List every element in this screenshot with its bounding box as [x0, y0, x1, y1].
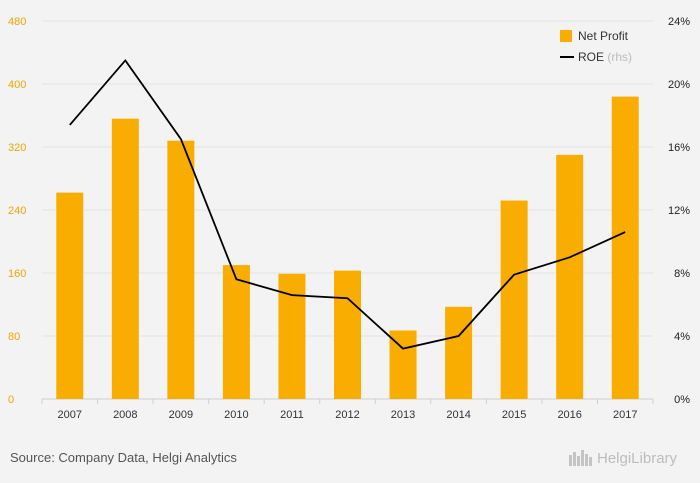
- right-axis-tick-label: 12%: [668, 205, 690, 217]
- legend-label-net-profit: Net Profit: [578, 29, 629, 43]
- x-axis-tick-label: 2010: [224, 409, 248, 421]
- left-axis-tick-label: 480: [8, 16, 26, 28]
- legend-label-roe-name: ROE: [578, 50, 607, 64]
- left-axis-tick-label: 320: [8, 142, 26, 154]
- right-axis-tick-label: 8%: [674, 268, 690, 280]
- right-axis-tick-label: 16%: [668, 142, 690, 154]
- bar-net-profit: [445, 306, 473, 399]
- x-axis-tick-label: 2017: [613, 409, 637, 421]
- helgi-library-logo: HelgiLibrary: [568, 449, 677, 467]
- source-note: Source: Company Data, Helgi Analytics: [10, 450, 237, 465]
- left-axis-tick-label: 0: [8, 394, 14, 406]
- line-roe: [69, 58, 626, 350]
- bar-net-profit: [334, 270, 361, 399]
- x-axis-tick-label: 2012: [335, 409, 359, 421]
- bar-net-profit: [556, 154, 584, 399]
- left-axis-tick-label: 80: [8, 331, 20, 343]
- x-axis-tick-label: 2008: [113, 409, 137, 421]
- bar-net-profit: [611, 96, 639, 399]
- right-axis-tick-label: 20%: [668, 79, 690, 91]
- bar-net-profit: [222, 265, 250, 399]
- x-axis-tick-label: 2007: [58, 409, 82, 421]
- library-icon: [569, 450, 592, 466]
- left-axis-tick-label: 240: [8, 205, 26, 217]
- x-axis-tick-label: 2015: [502, 409, 526, 421]
- bar-net-profit: [500, 200, 528, 399]
- legend-swatch-net-profit: [560, 30, 572, 42]
- bar-net-profit: [167, 140, 195, 399]
- left-axis-tick-label: 400: [8, 79, 26, 91]
- x-axis-tick-label: 2011: [280, 409, 304, 421]
- x-axis-tick-label: 2013: [391, 409, 415, 421]
- x-axis-tick-label: 2009: [169, 409, 193, 421]
- right-axis-tick-label: 24%: [668, 16, 690, 28]
- bar-net-profit: [389, 330, 417, 399]
- right-axis-tick-label: 0%: [674, 394, 690, 406]
- bar-net-profit: [111, 118, 139, 400]
- right-axis-tick-label: 4%: [674, 331, 690, 343]
- left-axis-tick-label: 160: [8, 268, 26, 280]
- x-axis-tick-label: 2014: [446, 409, 470, 421]
- x-axis-tick-label: 2016: [557, 409, 581, 421]
- bar-net-profit: [56, 192, 84, 399]
- logo-text: HelgiLibrary: [597, 449, 678, 467]
- legend-label-roe: ROE (rhs): [578, 50, 632, 64]
- legend-label-roe-suffix: (rhs): [607, 50, 632, 64]
